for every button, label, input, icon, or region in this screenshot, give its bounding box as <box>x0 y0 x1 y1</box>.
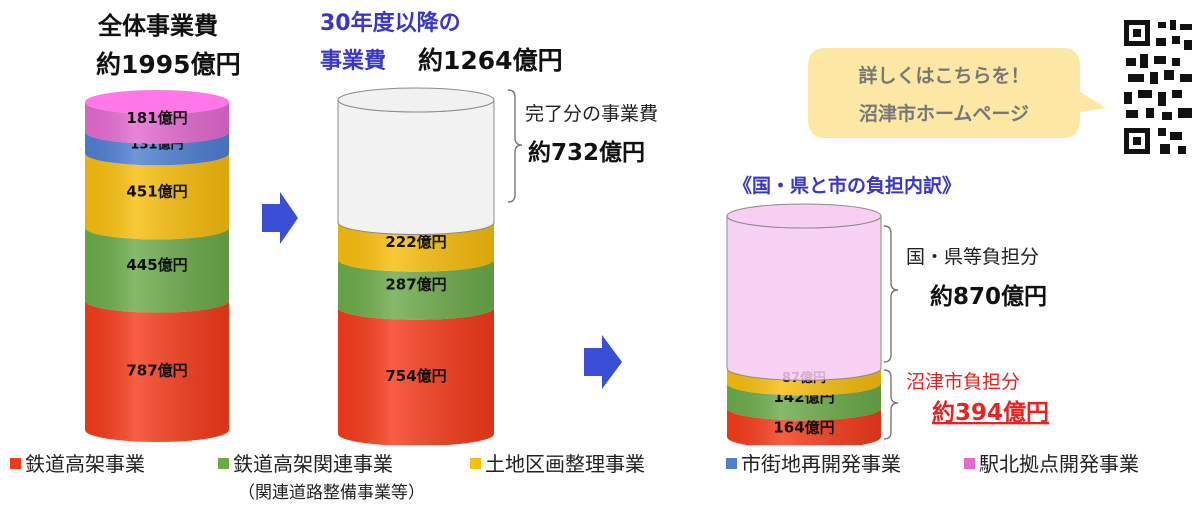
cylinder-1-segment-5 <box>85 90 229 144</box>
city-label: 沼津市負担分 <box>906 371 1020 393</box>
cylinder-chart-svg: 787億円445億円451億円131億円181億円754億円287億円222億円… <box>85 10 1192 449</box>
segment-value-label: 451億円 <box>126 182 187 200</box>
cylinder-2-segment-2 <box>338 259 494 320</box>
cylinder-1-segment-3 <box>85 153 229 240</box>
legend-label-railway: 鉄道高架事業 <box>25 452 145 476</box>
cylinder-1-segment-2 <box>85 227 229 313</box>
cylinder-3-segment-4 <box>726 203 882 381</box>
total-title: 全体事業費 <box>97 12 218 40</box>
completed-label: 完了分の事業費 <box>525 103 658 125</box>
segment-value-label: 181億円 <box>126 109 187 127</box>
legend-label-related: 鉄道高架関連事業 <box>233 452 393 476</box>
arrow-right-icon-2 <box>584 335 622 389</box>
callout-line1: 詳しくはこちらを！ <box>858 64 1029 87</box>
cylinder-3-segment-1 <box>727 408 881 449</box>
segment-value-label: 787億円 <box>126 361 187 379</box>
legend-label-urban: 市街地再開発事業 <box>741 452 901 476</box>
qr-code-icon[interactable] <box>1118 14 1192 160</box>
city-bracket <box>883 369 899 440</box>
callout-line2: 沼津市ホームページ <box>859 102 1029 125</box>
segment-value-label: 164億円 <box>773 419 834 437</box>
total-amount: 約1995億円 <box>96 50 241 79</box>
legend-item-railway: 鉄道高架事業 <box>10 448 145 477</box>
after30-amount: 約1264億円 <box>418 46 563 75</box>
legend-item-urban: 市街地再開発事業 <box>726 448 901 477</box>
segment-value-label: 445億円 <box>126 256 187 274</box>
national-label: 国・県等負担分 <box>906 246 1039 268</box>
cylinder-3-segment-3 <box>727 368 881 396</box>
legend-sub-related: （関連道路整備事業等） <box>238 483 425 503</box>
cylinder-2-segment-3 <box>338 222 494 272</box>
city-amount: 約394億円 <box>932 399 1049 426</box>
completed-bracket <box>507 89 523 203</box>
legend-label-north: 駅北拠点開発事業 <box>979 452 1139 476</box>
cylinder-2-segment-4 <box>337 87 495 236</box>
callout-bubble <box>808 48 1106 138</box>
cylinder-2-segment-1 <box>338 307 494 446</box>
cylinder-1-segment-1 <box>85 300 229 442</box>
national-amount: 約870億円 <box>930 283 1047 310</box>
legend-swatch-north <box>964 458 975 469</box>
cylinder-1-segment-4 <box>85 131 229 166</box>
after30-line2: 事業費 <box>320 48 386 74</box>
legend-swatch-land <box>470 458 481 469</box>
legend: 鉄道高架事業 鉄道高架関連事業 （関連道路整備事業等） 土地区画整理事業 市街地… <box>10 448 1190 518</box>
legend-swatch-urban <box>726 458 737 469</box>
after30-line1: 30年度以降の <box>320 10 461 36</box>
legend-label-land: 土地区画整理事業 <box>485 452 645 476</box>
legend-item-land: 土地区画整理事業 <box>470 448 645 477</box>
burden-title: 《国・県と市の負担内訳》 <box>733 174 961 197</box>
completed-amount: 約732億円 <box>528 139 645 166</box>
segment-value-label: 287億円 <box>385 276 446 294</box>
segment-value-label: 754億円 <box>385 367 446 385</box>
arrow-right-icon <box>262 192 298 244</box>
segment-value-label: 222億円 <box>385 233 446 251</box>
legend-item-north: 駅北拠点開発事業 <box>964 448 1139 477</box>
legend-swatch-related <box>218 458 229 469</box>
legend-swatch-railway <box>10 458 21 469</box>
legend-item-related: 鉄道高架関連事業 （関連道路整備事業等） <box>218 448 425 503</box>
cylinder-3-segment-2 <box>727 383 881 421</box>
national-bracket <box>883 225 899 363</box>
